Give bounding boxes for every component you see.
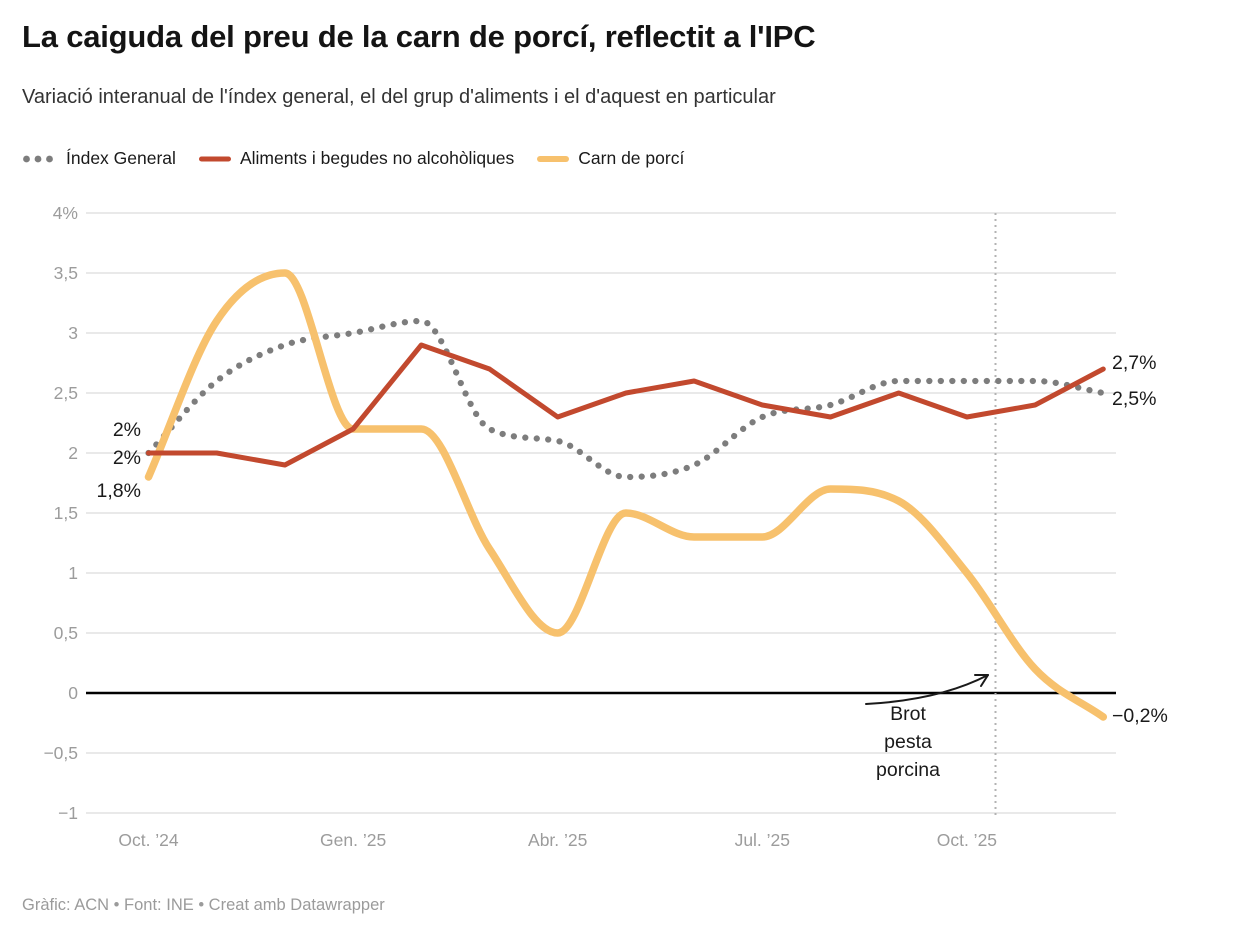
series-end-value-label: 2,7% <box>1112 352 1156 374</box>
x-axis-tick-label: Oct. ’24 <box>118 830 179 850</box>
y-axis-tick-label: 3 <box>68 323 78 343</box>
series-line-2 <box>144 269 1108 721</box>
solid-line-swatch-icon <box>198 156 231 161</box>
y-axis-tick-label: 4% <box>53 203 78 223</box>
series-start-value-label: 2% <box>113 419 141 441</box>
x-axis-tick-label: Gen. ’25 <box>320 830 386 850</box>
x-axis-tick-label: Jul. ’25 <box>735 830 790 850</box>
legend-item-carn-de-porci: Carn de porcí <box>536 148 684 169</box>
series-line-1 <box>146 342 1106 468</box>
chart-subtitle: Variació interanual de l'índex general, … <box>22 86 776 108</box>
legend-label-aliments: Aliments i begudes no alcohòliques <box>239 148 515 168</box>
legend-label-index-general: Índex General <box>66 148 176 168</box>
legend: Índex General Aliments i begudes no alco… <box>22 148 684 169</box>
dotted-line-swatch-icon <box>23 155 53 162</box>
y-axis-tick-label: 0,5 <box>54 623 78 643</box>
y-axis-tick-label: 2 <box>68 443 78 463</box>
annotation-text-line: Brot <box>890 703 926 725</box>
series-end-value-label: −0,2% <box>1112 705 1168 727</box>
y-axis-tick-label: 2,5 <box>54 383 78 403</box>
y-axis-tick-label: −1 <box>58 803 78 823</box>
x-axis-tick-label: Abr. ’25 <box>528 830 587 850</box>
y-axis-tick-label: 3,5 <box>54 263 78 283</box>
series-end-value-label: 2,5% <box>1112 388 1156 410</box>
annotation-arrow-shaft <box>865 674 989 705</box>
annotation-text-line: porcina <box>876 759 940 781</box>
x-axis-tick-label: Oct. ’25 <box>937 830 997 850</box>
series-start-value-label: 2% <box>113 447 141 469</box>
annotation-text-line: pesta <box>884 731 932 753</box>
chart-credit: Gràfic: ACN • Font: INE • Creat amb Data… <box>22 896 385 914</box>
y-axis-tick-label: 1 <box>68 563 78 583</box>
thick-line-swatch-icon <box>537 155 570 162</box>
legend-item-index-general: Índex General <box>22 148 176 169</box>
line-chart: 4% 3,5 3 2,5 2 1,5 1 0,5 0 −0,5 −1 Oct. ’24 Gen. ’25… <box>43 203 1168 850</box>
legend-label-carn-de-porci: Carn de porcí <box>578 148 685 168</box>
chart-title: La caiguda del preu de la carn de porcí,… <box>22 19 816 54</box>
annotation-arrow-head-icon <box>974 674 989 687</box>
y-axis-tick-label: 1,5 <box>54 503 78 523</box>
y-axis-tick-label: 0 <box>68 683 78 703</box>
annotation-brot-pesta-porcina: Brot pesta porcina <box>865 674 989 781</box>
legend-item-aliments: Aliments i begudes no alcohòliques <box>198 148 514 169</box>
gridlines: 4% 3,5 3 2,5 2 1,5 1 0,5 0 −0,5 −1 <box>43 203 1116 823</box>
y-axis-tick-label: −0,5 <box>43 743 78 763</box>
series-start-value-label: 1,8% <box>97 480 141 502</box>
